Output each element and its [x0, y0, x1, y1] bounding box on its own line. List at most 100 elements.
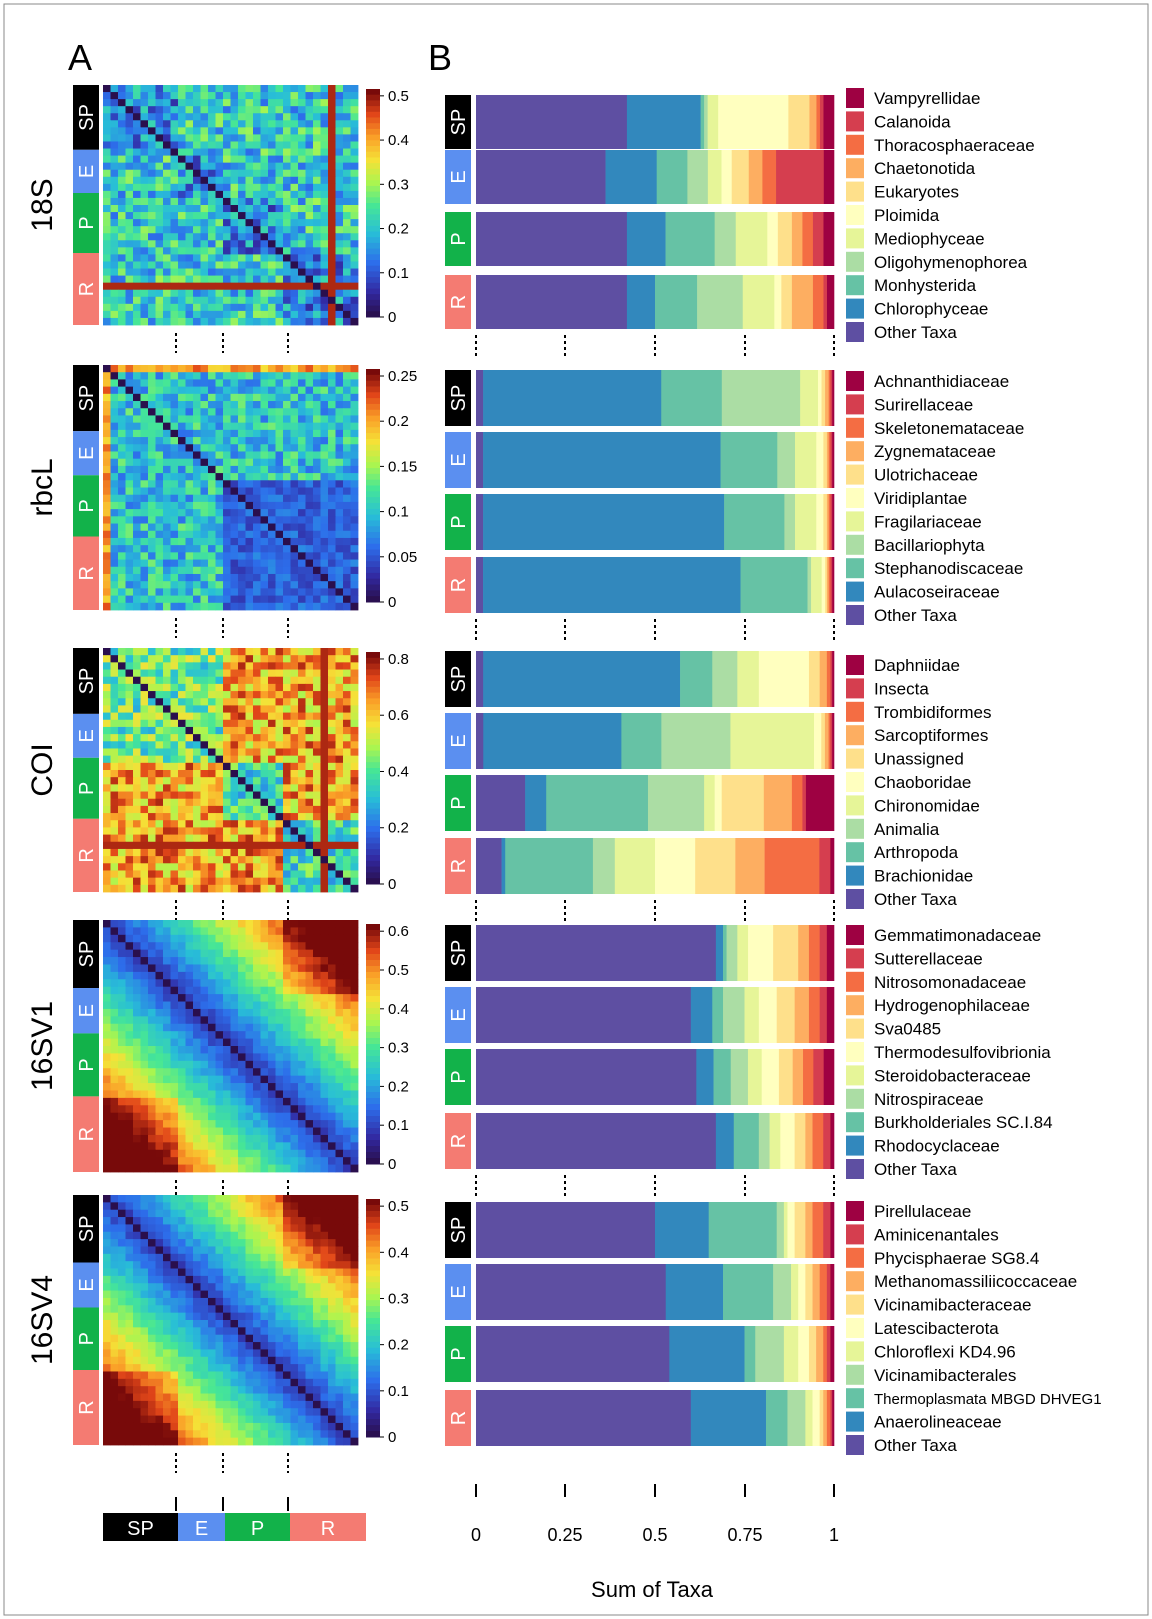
heatmap-cell — [163, 317, 171, 326]
heatmap-cell — [283, 393, 291, 402]
heatmap-cell — [208, 127, 216, 135]
heatmap-cell — [260, 545, 269, 553]
heatmap-cell — [320, 509, 329, 517]
heatmap-cell — [245, 957, 254, 965]
heatmap-cell — [245, 429, 254, 438]
heatmap-cell — [343, 465, 351, 474]
heatmap-cell — [208, 1083, 216, 1091]
heatmap-cell — [223, 275, 231, 284]
heatmap-cell — [125, 820, 134, 828]
heatmap-cell — [193, 1083, 201, 1091]
heatmap-cell — [230, 741, 239, 749]
heatmap-cell — [148, 120, 156, 128]
heatmap-cell — [275, 934, 284, 943]
heatmap-cell — [253, 296, 261, 305]
heatmap-cell — [268, 365, 276, 373]
heatmap-cell — [133, 994, 141, 1002]
heatmap-group-label-R: R — [76, 848, 98, 862]
heatmap-cell — [350, 501, 359, 510]
heatmap-cell — [253, 1008, 261, 1017]
heatmap-cell — [133, 92, 141, 100]
heatmap-cell — [223, 176, 231, 185]
heatmap-cell — [283, 712, 291, 721]
heatmap-cell — [268, 705, 276, 713]
heatmap-cell — [283, 282, 291, 291]
heatmap-cell — [118, 777, 126, 785]
heatmap-cell — [305, 509, 314, 517]
heatmap-cell — [305, 841, 314, 850]
figure-frame — [3, 3, 1149, 1616]
heatmap-cell — [320, 595, 329, 604]
heatmap-cell — [163, 120, 171, 128]
heatmap-cell — [343, 566, 351, 575]
heatmap-cell — [328, 1060, 336, 1069]
heatmap-cell — [260, 530, 269, 539]
heatmap-cell — [283, 310, 291, 319]
heatmap-cell — [305, 920, 314, 928]
heatmap-cell — [238, 386, 246, 395]
heatmap-cell — [305, 986, 314, 995]
heatmap-cell — [125, 190, 134, 199]
heatmap-cell — [118, 458, 126, 467]
heatmap-cell — [103, 683, 111, 692]
heatmap-cell — [185, 393, 194, 402]
heatmap-cell — [193, 169, 201, 178]
heatmap-cell — [283, 683, 291, 692]
heatmap-cell — [245, 595, 254, 604]
colorbar-tick-label: 0.4 — [388, 132, 409, 149]
heatmap-cell — [200, 386, 209, 395]
heatmap-cell — [335, 365, 344, 373]
heatmap-cell — [283, 734, 291, 742]
heatmap-cell — [118, 240, 126, 248]
heatmap-cell — [118, 927, 126, 936]
bar-segment — [830, 557, 833, 613]
heatmap-cell — [133, 465, 141, 474]
heatmap-cell — [200, 444, 209, 452]
heatmap-cell — [245, 669, 254, 678]
heatmap-cell — [193, 798, 201, 807]
bar-segment — [788, 95, 810, 149]
heatmap-cell — [230, 848, 239, 857]
heatmap-cell — [140, 552, 149, 560]
bar-segment — [791, 275, 814, 329]
heatmap-cell — [148, 726, 156, 735]
heatmap-cell — [223, 85, 231, 93]
heatmap-cell — [238, 691, 246, 699]
heatmap-cell — [200, 1016, 209, 1025]
heatmap-cell — [110, 813, 119, 821]
heatmap-cell — [118, 1068, 126, 1077]
heatmap-cell — [320, 254, 329, 262]
heatmap-cell — [328, 1112, 336, 1121]
heatmap-cell — [283, 552, 291, 560]
heatmap-cell — [245, 602, 254, 611]
heatmap-cell — [118, 1134, 126, 1143]
heatmap-cell — [260, 233, 269, 241]
heatmap-cell — [253, 820, 261, 828]
heatmap-cell — [103, 92, 111, 100]
heatmap-cell — [170, 1001, 179, 1010]
heatmap-cell — [148, 494, 156, 503]
heatmap-cell — [253, 275, 261, 284]
heatmap-cell — [290, 261, 299, 269]
heatmap-cell — [283, 971, 291, 980]
heatmap-cell — [320, 841, 329, 850]
heatmap-cell — [343, 155, 351, 164]
heatmap-cell — [208, 1097, 216, 1106]
heatmap-cell — [260, 516, 269, 524]
heatmap-cell — [148, 964, 156, 973]
heatmap-cell — [335, 784, 344, 792]
heatmap-cell — [178, 676, 186, 685]
heatmap-cell — [110, 856, 119, 864]
heatmap-cell — [178, 408, 186, 416]
heatmap-cell — [103, 676, 111, 685]
heatmap-cell — [245, 473, 254, 481]
heatmap-cell — [245, 289, 254, 298]
bar-segment — [776, 150, 825, 204]
heatmap-cell — [320, 444, 329, 452]
heatmap-cell — [185, 282, 194, 291]
heatmap-cell — [320, 422, 329, 431]
heatmap-cell — [320, 848, 329, 857]
heatmap-cell — [260, 268, 269, 276]
heatmap-cell — [350, 834, 359, 843]
heatmap-cell — [110, 820, 119, 828]
